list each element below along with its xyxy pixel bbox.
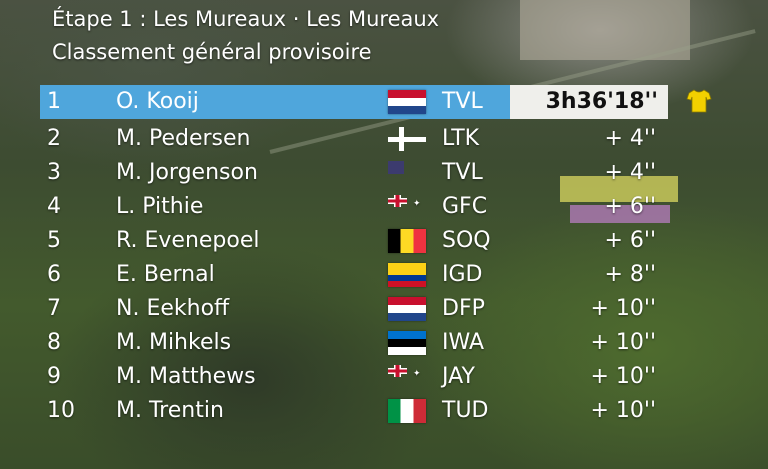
rank: 1 [47, 89, 61, 114]
standings-row: 8 M. Mihkels IWA [40, 326, 510, 360]
time-gap: + 4'' [604, 160, 656, 185]
standings-row: 5 R. Evenepoel SOQ [40, 224, 510, 258]
netherlands-flag-icon [388, 90, 426, 114]
rider-name: N. Eekhoff [116, 296, 230, 321]
team-code: JAY [442, 364, 475, 389]
standings-row: 4 L. Pithie GFC [40, 190, 510, 224]
rank: 7 [47, 296, 61, 321]
time-gap: + 10'' [590, 364, 656, 389]
rider-name: M. Jorgenson [116, 160, 258, 185]
time-gap: + 10'' [590, 330, 656, 355]
italy-flag-icon [388, 399, 426, 423]
rider-name: M. Pedersen [116, 126, 251, 151]
team-code: TVL [442, 160, 483, 185]
leader-time: 3h36'18'' [510, 85, 668, 119]
rank: 9 [47, 364, 61, 389]
time-gap: + 8'' [604, 262, 656, 287]
standings-row: 2 M. Pedersen LTK [40, 122, 510, 156]
chateau-building [520, 0, 690, 60]
belgium-flag-icon [388, 229, 426, 253]
rider-name: L. Pithie [116, 194, 204, 219]
roadside-banner [560, 176, 678, 202]
team-code: LTK [442, 126, 480, 151]
rank: 8 [47, 330, 61, 355]
team-code: TVL [442, 89, 483, 114]
standings-row: 9 M. Matthews JAY [40, 360, 510, 394]
time-gap: + 6'' [604, 194, 656, 219]
team-code: IWA [442, 330, 485, 355]
standings-row: 10 M. Trentin TUD [40, 394, 510, 428]
stage-title: Étape 1 : Les Mureaux · Les Mureaux [52, 7, 440, 31]
rank: 4 [47, 194, 61, 219]
time-gap: + 10'' [590, 398, 656, 423]
time-gap: + 4'' [604, 126, 656, 151]
netherlands-flag-icon [388, 297, 426, 321]
rider-name: M. Matthews [116, 364, 256, 389]
rider-name: O. Kooij [116, 89, 199, 114]
rank: 3 [47, 160, 61, 185]
colombia-flag-icon [388, 263, 426, 287]
time-gap: + 6'' [604, 228, 656, 253]
team-code: IGD [442, 262, 483, 287]
rider-name: E. Bernal [116, 262, 215, 287]
rank: 6 [47, 262, 61, 287]
standings-row: 3 M. Jorgenson TVL [40, 156, 510, 190]
rank: 10 [47, 398, 75, 423]
rider-name: M. Trentin [116, 398, 224, 423]
standings-row: 1 O. Kooij TVL [40, 85, 510, 119]
classification-title: Classement général provisoire [52, 40, 372, 64]
team-code: DFP [442, 296, 485, 321]
rank: 2 [47, 126, 61, 151]
rider-name: R. Evenepoel [116, 228, 260, 253]
team-code: SOQ [442, 228, 491, 253]
roadside-banner [570, 205, 670, 223]
rider-name: M. Mihkels [116, 330, 232, 355]
time-gap: + 10'' [590, 296, 656, 321]
standings-row: 6 E. Bernal IGD [40, 258, 510, 292]
team-code: TUD [442, 398, 489, 423]
rank: 5 [47, 228, 61, 253]
estonia-flag-icon [388, 331, 426, 355]
team-code: GFC [442, 194, 488, 219]
standings-row: 7 N. Eekhoff DFP [40, 292, 510, 326]
yellow-jersey-icon [686, 89, 712, 113]
